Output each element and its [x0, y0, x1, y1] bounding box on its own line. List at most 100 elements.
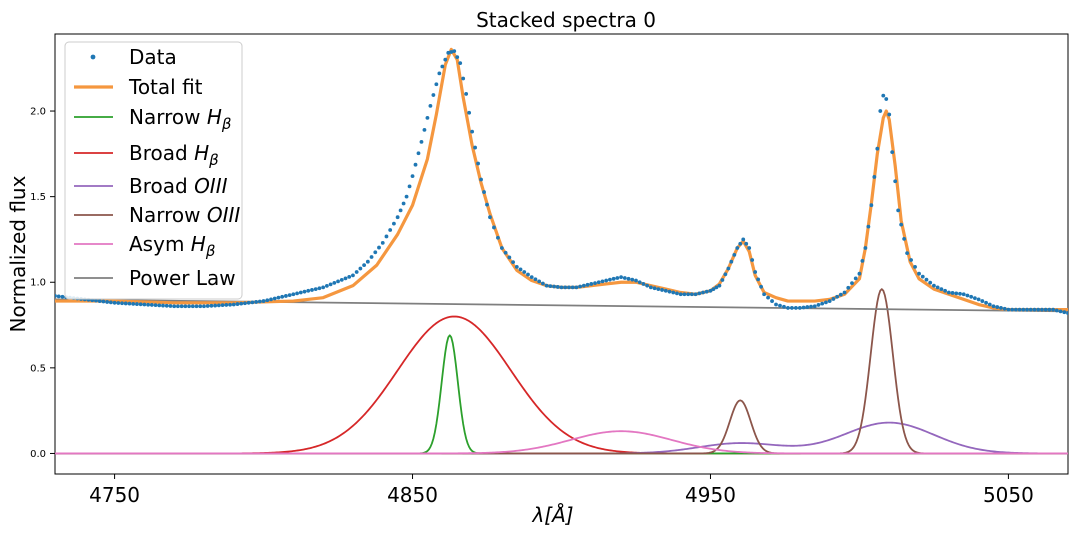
data-point: [187, 304, 191, 309]
data-point: [860, 258, 865, 263]
data-point: [663, 288, 668, 293]
data-point: [881, 93, 886, 98]
y-tick-label: 0.5: [30, 363, 46, 374]
data-point: [759, 284, 764, 289]
data-point: [717, 283, 722, 288]
data-point: [797, 306, 802, 310]
data-point: [179, 304, 184, 309]
legend-label-data: Data: [129, 45, 177, 69]
data-point: [261, 299, 266, 303]
data-point: [332, 280, 337, 285]
data-point: [782, 304, 786, 309]
data-point: [485, 202, 489, 207]
data-point: [984, 300, 988, 305]
data-point: [209, 303, 214, 308]
data-point: [850, 281, 854, 286]
data-point: [395, 215, 400, 220]
data-point: [723, 272, 728, 277]
data-point: [869, 203, 874, 208]
data-point: [431, 93, 436, 97]
legend-label-total-fit: Total fit: [128, 75, 203, 99]
data-point: [943, 288, 947, 293]
data-point: [142, 302, 147, 307]
data-point: [354, 270, 359, 274]
data-point: [1066, 311, 1068, 315]
y-tick-label: 1.5: [30, 192, 46, 203]
data-point: [701, 290, 705, 295]
data-point: [600, 279, 605, 284]
data-point: [97, 299, 102, 303]
data-point: [726, 266, 731, 271]
data-point: [732, 252, 737, 257]
legend-marker-data: [90, 54, 96, 60]
data-point: [682, 292, 687, 297]
data-point: [377, 245, 381, 250]
data-point: [313, 287, 318, 291]
data-point: [762, 292, 766, 297]
data-point: [928, 280, 933, 285]
data-point: [711, 287, 716, 291]
data-point: [559, 285, 564, 290]
data-point: [443, 57, 448, 62]
data-point: [1002, 306, 1007, 311]
data-point: [135, 302, 139, 306]
data-point: [194, 304, 199, 309]
x-axis: 4750 4850 4950 5050: [89, 474, 1034, 507]
data-point: [656, 287, 661, 291]
data-point: [507, 255, 512, 260]
data-point: [428, 104, 433, 108]
data-point: [347, 275, 352, 279]
data-point: [537, 279, 542, 284]
data-point: [570, 285, 575, 290]
data-point: [846, 285, 851, 290]
data-point: [60, 294, 65, 299]
data-point: [384, 234, 389, 239]
data-point: [890, 150, 895, 155]
data-point: [235, 302, 240, 306]
data-point: [853, 276, 858, 281]
data-point: [838, 292, 843, 297]
data-point: [961, 292, 966, 297]
data-point: [1051, 307, 1055, 312]
data-point: [766, 295, 770, 300]
data-point: [770, 299, 774, 303]
data-point: [101, 299, 106, 304]
data-point: [630, 277, 635, 282]
data-point: [920, 274, 925, 279]
data-point: [362, 263, 367, 268]
data-point: [410, 174, 415, 179]
x-tick-label: 4750: [89, 483, 140, 507]
data-point: [969, 294, 974, 299]
data-point: [686, 292, 691, 297]
legend-label-asym-h: Asym Hβ: [129, 232, 216, 260]
data-point: [164, 303, 169, 308]
data-point: [939, 287, 944, 291]
data-point: [123, 301, 128, 306]
data-point: [161, 303, 165, 308]
legend-label-broad-oiii: Broad OIII: [129, 174, 228, 198]
data-point: [464, 92, 469, 96]
data-point: [544, 283, 549, 288]
data-point: [440, 64, 445, 69]
data-point: [257, 299, 262, 304]
data-point: [958, 291, 962, 296]
data-point: [744, 241, 749, 246]
data-point: [637, 280, 642, 285]
data-point: [190, 304, 195, 309]
data-point: [1047, 307, 1052, 312]
data-point: [689, 292, 694, 297]
data-point: [790, 306, 794, 310]
data-point: [857, 271, 862, 276]
data-point: [239, 301, 244, 306]
legend: Data Total fit Narrow Hβ Broad Hβ Broad OIII…: [64, 41, 243, 300]
data-point: [401, 201, 406, 206]
data-point: [437, 71, 442, 76]
data-point: [425, 115, 430, 120]
data-point: [697, 291, 702, 296]
data-point: [482, 190, 486, 194]
data-point: [581, 283, 586, 288]
data-point: [753, 270, 758, 274]
data-point: [932, 283, 936, 288]
data-point: [404, 194, 409, 199]
data-point: [202, 304, 206, 309]
